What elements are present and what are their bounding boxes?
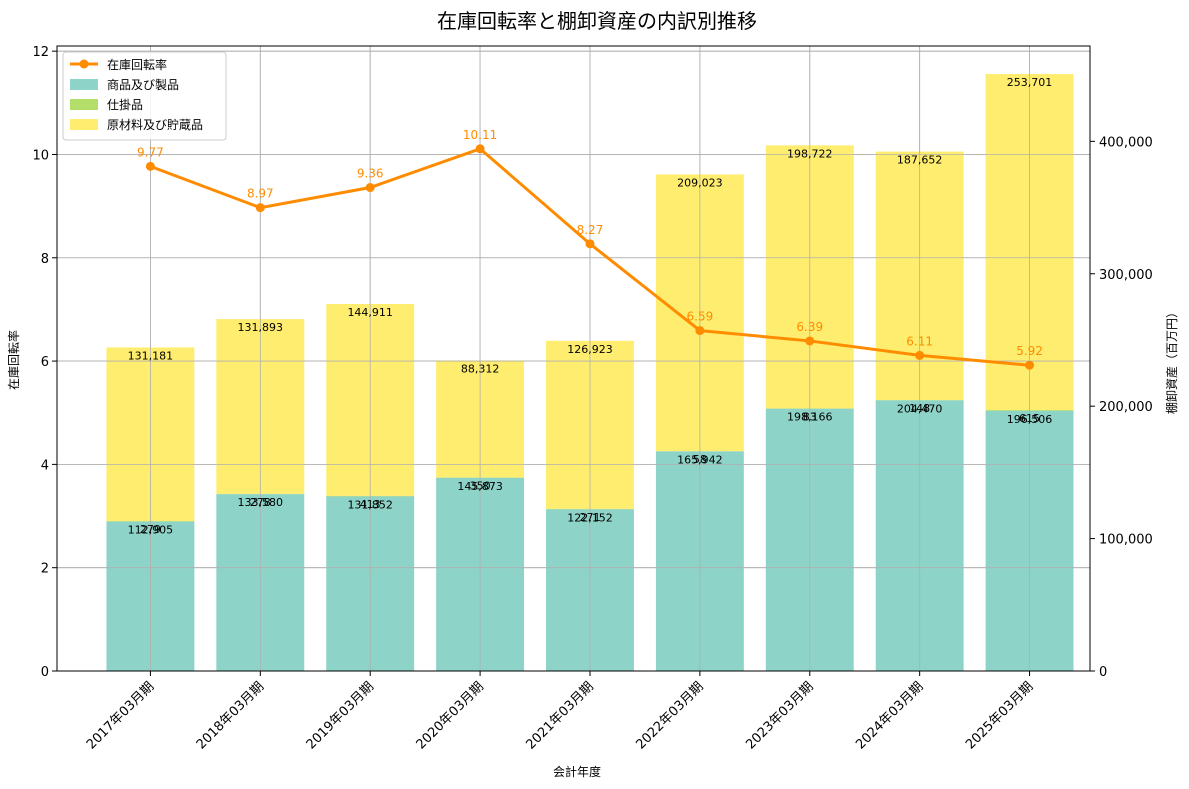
rate-value-label: 6.59 [687,310,714,324]
rate-point [915,350,925,360]
bar-value-label: 126,923 [567,343,613,356]
rate-point [805,336,815,346]
rate-value-label: 8.97 [247,187,274,201]
x-tick-label: 2017年03月期 [84,679,157,752]
rate-point [1025,360,1035,370]
rate-value-label: 9.36 [357,167,384,181]
rate-value-label: 8.27 [577,223,604,237]
y-left-tick-label: 2 [41,562,49,577]
x-axis-label: 会計年度 [553,764,601,779]
rate-point [145,161,155,171]
bar-value-label: 196,506 [1007,413,1053,426]
rate-point [585,239,595,249]
rate-value-label: 6.11 [906,334,933,348]
legend-box [62,51,227,141]
bar-value-label: 131,852 [347,498,393,511]
y-left-tick-label: 4 [41,458,49,473]
legend-label: 商品及び製品 [107,77,179,92]
x-tick-label: 2020年03月期 [414,679,487,752]
legend-label: 原材料及び貯蔵品 [107,118,203,132]
bar-value-label: 58 [693,453,707,466]
bar-value-label: 131,893 [238,321,284,334]
bars [106,74,1074,671]
bar-value-label: 413 [360,498,381,511]
rate-value-label: 10.11 [463,128,497,142]
legend-swatch [70,119,98,130]
bar-value-label: 350 [470,479,491,492]
legend-label: 在庫回転率 [107,57,167,72]
bar-value-label: 122,152 [567,511,613,524]
bar-value-label: 209,023 [677,176,723,189]
legend-swatch [70,79,98,90]
y-right-tick-label: 400,000 [1099,135,1153,150]
rate-line: 9.77 8.97 9.36 10.11 8.27 6.59 6.39 6.11 5.92 [137,128,1043,370]
rate-value-label: 6.39 [796,320,823,334]
legend-label: 仕掛品 [107,97,143,112]
bar-value-label: 204,470 [897,402,943,415]
bar-value-label: 279 [140,523,161,536]
y-left-tick-label: 12 [32,45,49,60]
y-left-tick-label: 6 [41,355,49,370]
x-tick-label: 2019年03月期 [304,679,377,752]
y-right-tick-label: 100,000 [1099,533,1153,548]
bar-value-label: 198,166 [787,411,833,424]
y-right-tick-label: 200,000 [1099,400,1153,415]
legend-swatch [70,99,98,110]
y-right-tick-label: 0 [1099,665,1107,680]
axes [56,45,1091,672]
bar-value-label: 133,580 [238,496,284,509]
bar-value-label: 144,911 [347,306,393,319]
y-left-tick-label: 0 [41,665,49,680]
x-tick-label: 2021年03月期 [524,679,597,752]
y-axis-left-label: 在庫回転率 [6,330,21,390]
y-right-tick-label: 300,000 [1099,268,1153,283]
bar-value-label: 165,942 [677,453,723,466]
bar-value-label: 253,701 [1007,76,1053,89]
legend-line-marker [79,59,89,69]
plot-frame [56,45,1091,672]
rate-point [255,203,265,213]
rate-value-label: 5.92 [1016,344,1043,358]
x-tick-label: 2025年03月期 [963,679,1036,752]
rate-point [475,144,485,154]
chart-title: 在庫回転率と棚卸資産の内訳別推移 [437,9,757,33]
x-tick-label: 2018年03月期 [194,679,267,752]
y-axis-right-label: 棚卸資産（百万円） [1164,306,1179,414]
x-tick-label: 2024年03月期 [853,679,926,752]
y-left-tick-label: 8 [41,252,49,267]
bar-value-label: 198,722 [787,147,833,160]
y-left-tick-label: 10 [32,148,49,163]
bar-value-label: 187,652 [897,154,943,167]
bar-value-label: 145,873 [457,480,503,493]
rate-point [365,183,375,193]
bar-value-label: 271 [579,511,600,524]
x-tick-label: 2022年03月期 [633,679,706,752]
bar-value-label: 148 [909,402,930,415]
bar-value-label: 88,312 [461,362,500,375]
bar-value-label: 131,181 [128,349,174,362]
rate-value-label: 9.77 [137,145,164,159]
bar-value-label: 83 [803,410,817,423]
bar-value-label: 112,905 [128,523,174,536]
bar-value-label: 615 [1019,412,1040,425]
bar-value-label: 278 [250,496,271,509]
rate-point [695,326,705,336]
x-tick-label: 2023年03月期 [743,679,816,752]
